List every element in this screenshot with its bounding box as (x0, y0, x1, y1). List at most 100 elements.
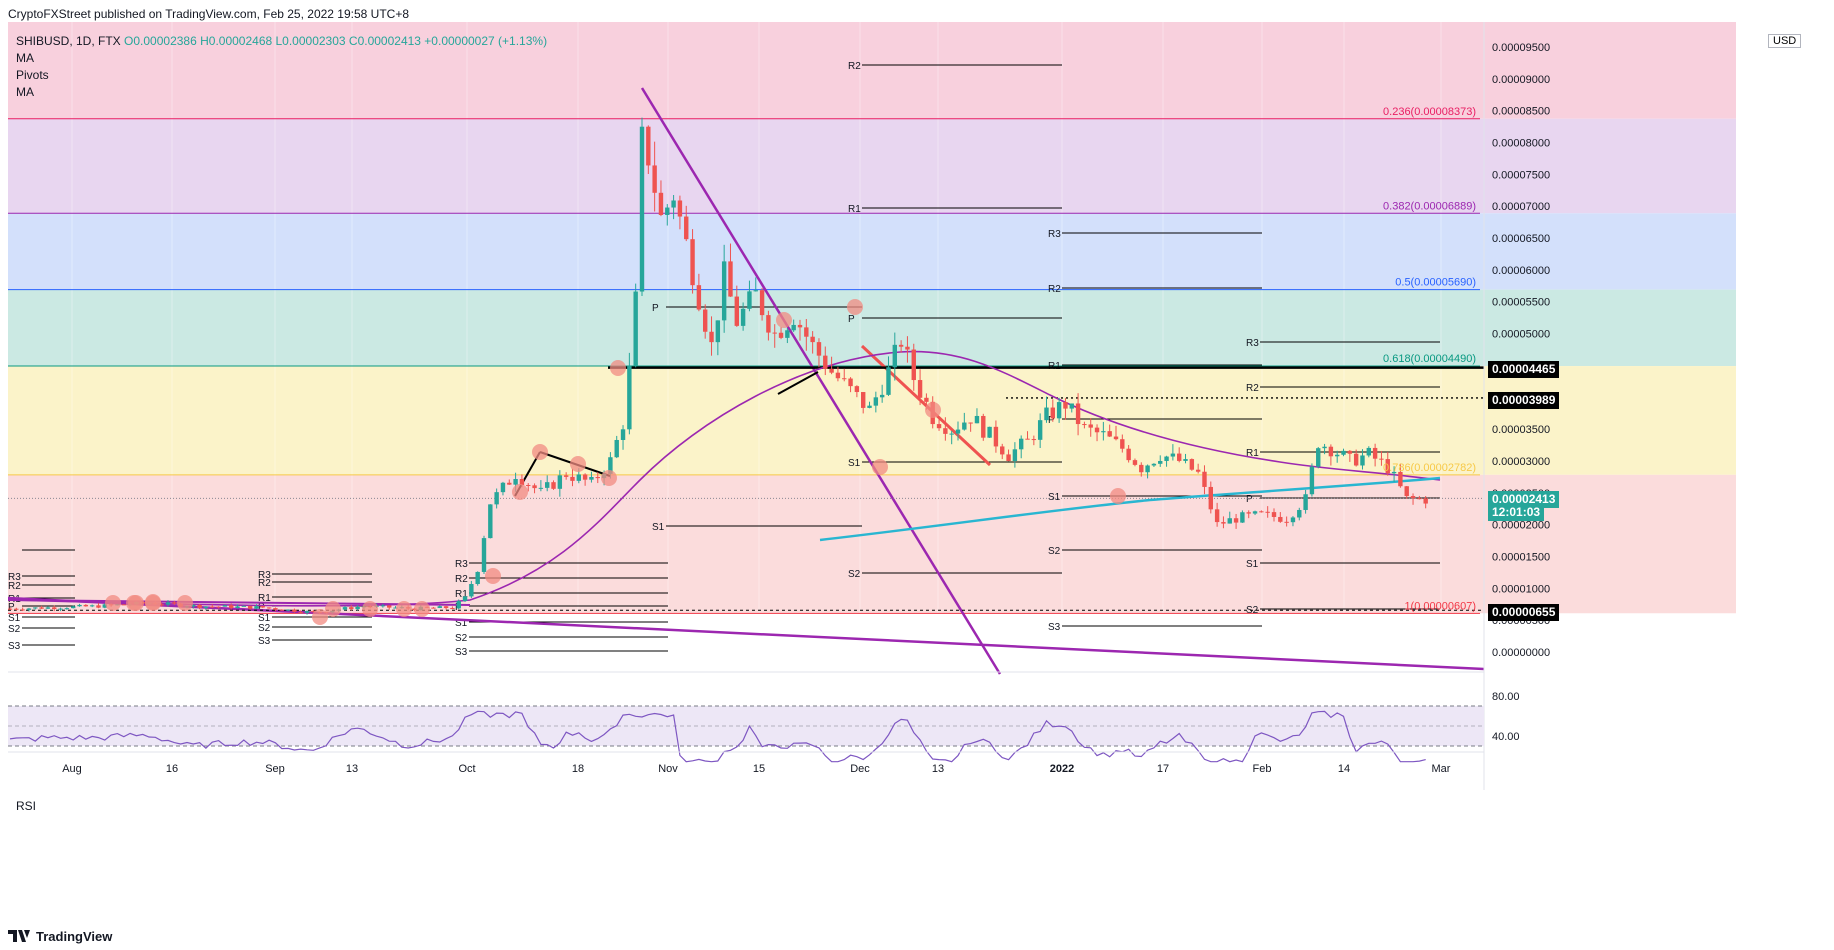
candle-body (721, 261, 727, 321)
candle-body (981, 415, 986, 438)
fib-label-1: 0.382(0.00006889) (1383, 200, 1476, 212)
pivot-label-p: P (8, 602, 15, 613)
candle-body (690, 239, 695, 286)
candle-body (1271, 512, 1277, 517)
candle-body (96, 605, 101, 608)
candle-body (1417, 498, 1422, 500)
candle-body (1246, 512, 1251, 514)
candle-body (570, 476, 575, 481)
candle-body (462, 596, 468, 602)
ma-200-line (819, 476, 1441, 542)
pivot-touch-marker (925, 402, 941, 418)
pivot-label-s2: S2 (258, 623, 271, 634)
candle-body (886, 367, 891, 395)
pivot-touch-marker (325, 601, 341, 617)
y-tick-label: 0.00001500 (1492, 551, 1550, 563)
candle-body (968, 422, 973, 424)
candle-body (804, 327, 809, 337)
candle-body (974, 415, 980, 424)
pivot-label-s1: S1 (455, 618, 468, 629)
y-tick-label: 0.00008500 (1492, 106, 1550, 118)
candle-body (235, 606, 240, 609)
price-chart[interactable]: R3R2R1PS1S2S3R3R2R1PS1S2S3R3R2R1PS1S2S3P… (0, 0, 1834, 922)
candle-body (1379, 458, 1384, 460)
candle-body (1000, 446, 1005, 455)
candle-body (1423, 498, 1428, 504)
candle-body (772, 332, 777, 334)
candle-body (519, 479, 525, 486)
candle-body (854, 386, 860, 393)
price-badge: 12:01:03 (1488, 504, 1545, 521)
candle-body (1265, 511, 1270, 513)
candle-body (709, 331, 714, 343)
candle-body (652, 165, 657, 193)
candle-body (627, 366, 632, 430)
candle-body (165, 602, 171, 605)
candle-body (1120, 439, 1125, 449)
candle-body (1353, 453, 1359, 466)
candle-body (273, 608, 278, 610)
candle-body (684, 216, 689, 240)
candle-body (203, 606, 209, 608)
candle-body (298, 611, 303, 613)
candle-body (582, 474, 588, 480)
candle-body (387, 605, 392, 608)
pivot-label-p: P (652, 303, 659, 314)
candle-body (26, 608, 32, 610)
candle-body (1088, 424, 1093, 428)
candle-body (620, 429, 626, 440)
x-tick-label: Aug (62, 763, 82, 775)
candle-body (1151, 463, 1157, 466)
pivot-label-r2: R2 (258, 578, 271, 589)
pivot-label-p: P (1048, 415, 1055, 426)
trendline-descending (640, 87, 1002, 675)
candle-body (924, 397, 929, 402)
publish-caption: CryptoFXStreet published on TradingView.… (8, 7, 410, 21)
pivot-label-s1: S1 (1246, 559, 1259, 570)
candle-body (842, 378, 847, 380)
candle-body (1202, 471, 1207, 487)
footer: TradingView (0, 922, 1834, 950)
candle-body (740, 308, 746, 326)
candle-body (349, 607, 354, 610)
pivot-label-s2: S2 (1048, 546, 1061, 557)
currency-selector[interactable]: USD (1768, 34, 1802, 48)
y-tick-label: 0.00002000 (1492, 520, 1550, 532)
pivot-touch-marker (145, 594, 161, 610)
candle-body (1335, 454, 1340, 457)
candle-body (1398, 471, 1403, 487)
pivot-touch-marker (1110, 488, 1126, 504)
candle-body (987, 426, 992, 438)
candle-body (576, 474, 581, 481)
candle-body (1240, 512, 1245, 523)
candle-body (810, 336, 815, 343)
pivot-touch-marker (414, 601, 430, 617)
candle-body (728, 261, 733, 297)
candle-body (715, 320, 721, 343)
legend-indicator-ma2[interactable]: MA (16, 85, 34, 99)
candle-body (1278, 516, 1283, 522)
fib-band-2 (8, 213, 1736, 290)
candle-body (595, 477, 600, 479)
pivot-touch-marker (776, 312, 792, 328)
candle-body (905, 346, 910, 350)
candle-body (892, 344, 897, 368)
pivot-touch-marker (847, 299, 863, 315)
pivot-label-r1: R1 (848, 204, 861, 215)
fib-band-6 (8, 613, 1736, 672)
fib-label-3: 0.618(0.00004490) (1383, 353, 1476, 365)
candle-body (481, 538, 487, 572)
candle-body (936, 424, 942, 429)
candle-body (191, 604, 196, 607)
candle-body (1252, 511, 1258, 514)
candle-body (1037, 420, 1043, 440)
pivot-touch-marker (532, 444, 548, 460)
candle-body (1069, 403, 1074, 409)
legend-indicator-pivots[interactable]: Pivots (16, 68, 49, 82)
candle-body (823, 355, 828, 369)
candle-body (1227, 518, 1232, 524)
legend-indicator-ma[interactable]: MA (16, 51, 34, 65)
candle-body (172, 602, 177, 604)
candle-body (545, 482, 550, 488)
tradingview-logo[interactable]: TradingView (8, 929, 112, 944)
